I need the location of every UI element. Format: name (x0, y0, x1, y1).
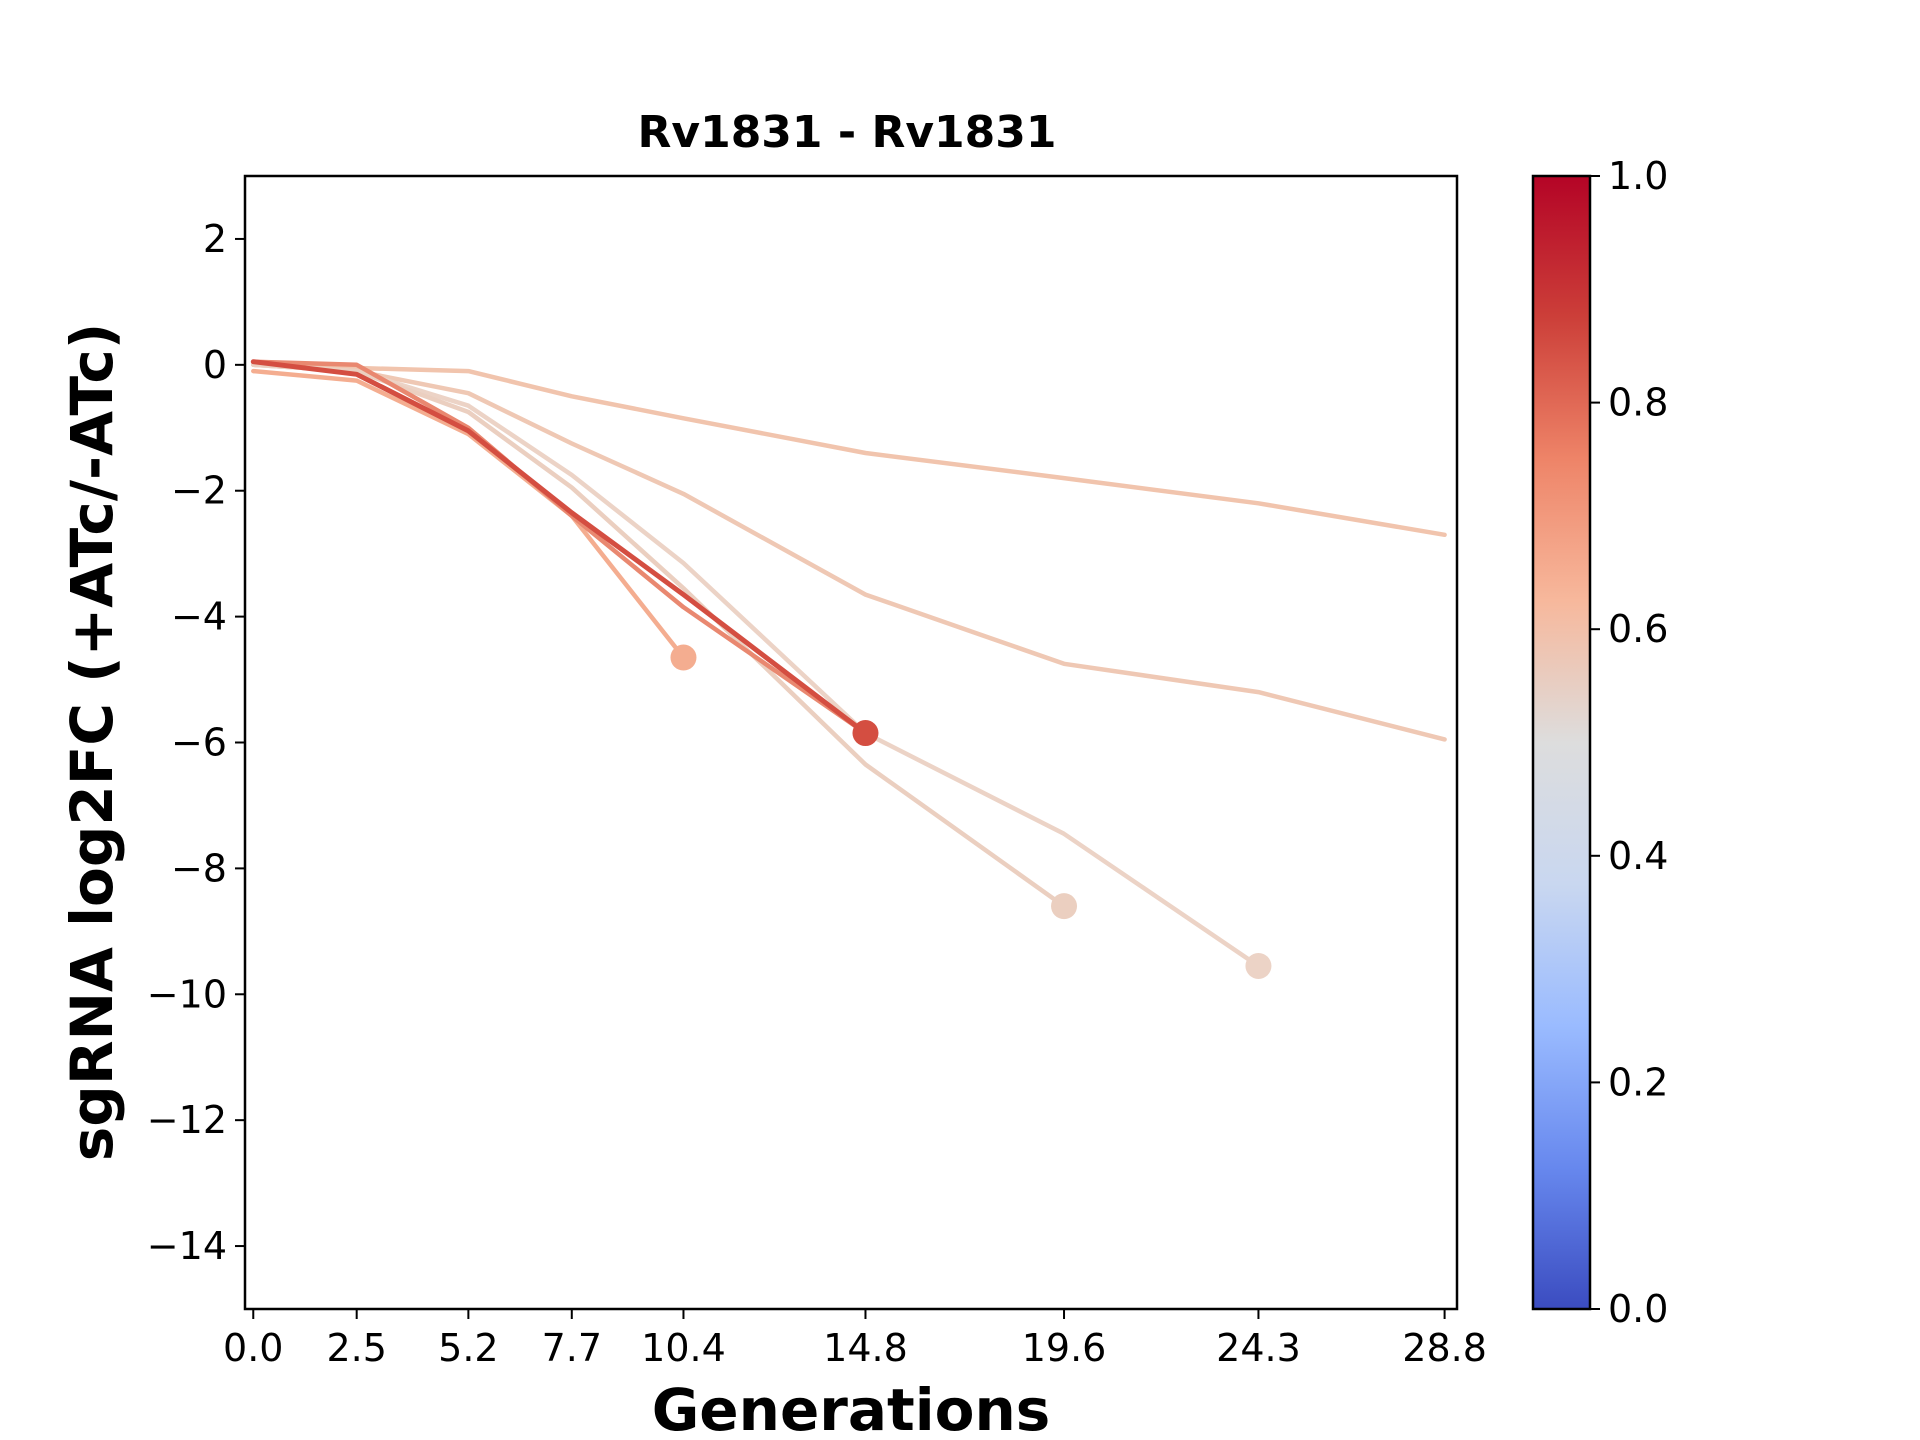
x-tick-label: 19.6 (1022, 1326, 1107, 1370)
colorbar-tick-label: 0.0 (1608, 1287, 1668, 1331)
y-axis-label: sgRNA log2FC (+ATc/-ATc) (58, 323, 126, 1161)
y-tick-label: −6 (171, 721, 227, 765)
series-line-7 (250, 359, 868, 736)
colorbar-tick-label: 0.6 (1608, 607, 1668, 651)
x-tick-label: 24.3 (1216, 1326, 1301, 1370)
series-endpoint-7 (852, 720, 879, 747)
x-axis-label: Generations (652, 1376, 1051, 1440)
x-tick-label: 0.0 (223, 1326, 283, 1370)
x-tick-label: 5.2 (438, 1326, 498, 1370)
colorbar-tick-label: 0.2 (1608, 1060, 1668, 1104)
series-line-1 (251, 362, 1447, 538)
x-axis: 0.0 2.5 5.2 7.7 10.4 14.8 19.6 24.3 28.8 (223, 1309, 1487, 1370)
x-tick-label: 14.8 (823, 1326, 908, 1370)
series-endpoint-5 (670, 644, 697, 671)
y-tick-label: −2 (171, 469, 227, 513)
series-line-5 (251, 368, 686, 660)
y-tick-label: −8 (171, 846, 227, 890)
series-layer (250, 359, 1447, 979)
y-tick-label: 2 (203, 217, 227, 261)
colorbar (1531, 174, 1592, 1311)
y-tick-label: −4 (171, 595, 227, 639)
y-axis: 2 0 −2 −4 −6 −8 −10 −12 −14 (147, 217, 245, 1268)
y-tick-label: −14 (147, 1224, 227, 1268)
series-endpoint-3 (1245, 952, 1272, 979)
y-tick-label: 0 (203, 343, 227, 387)
colorbar-axis: 0.0 0.2 0.4 0.6 0.8 1.0 (1590, 154, 1668, 1331)
x-tick-label: 2.5 (326, 1326, 386, 1370)
plot-frame (243, 174, 1459, 1311)
series-endpoint-4 (1051, 893, 1078, 920)
series-line-2 (251, 362, 1447, 742)
series-line-4 (251, 362, 1067, 909)
series-line-3 (251, 362, 1261, 969)
y-tick-label: −10 (147, 972, 227, 1016)
x-tick-label: 28.8 (1402, 1326, 1487, 1370)
chart-title: Rv1831 - Rv1831 (638, 107, 1057, 158)
y-tick-label: −12 (147, 1098, 227, 1142)
colorbar-tick-label: 1.0 (1608, 154, 1668, 198)
colorbar-tick-label: 0.8 (1608, 381, 1668, 425)
x-tick-label: 10.4 (641, 1326, 726, 1370)
colorbar-tick-label: 0.4 (1608, 834, 1668, 878)
x-tick-label: 7.7 (542, 1326, 602, 1370)
